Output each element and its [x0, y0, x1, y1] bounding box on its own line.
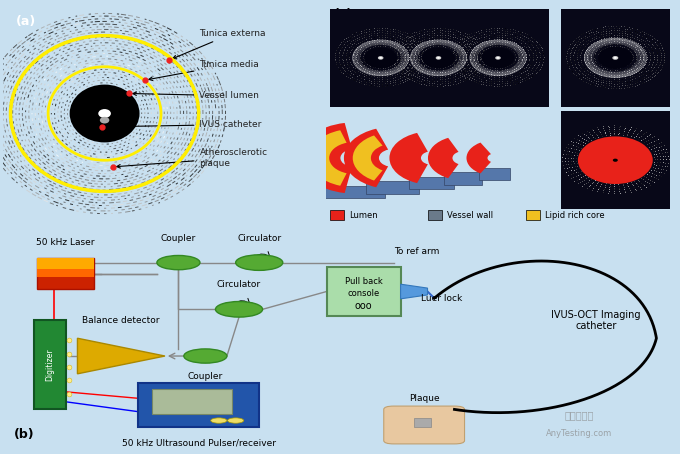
Bar — [526, 210, 540, 220]
Text: Circulator: Circulator — [217, 280, 261, 289]
Bar — [447, 9, 549, 107]
Bar — [330, 9, 431, 107]
Bar — [34, 321, 66, 410]
Circle shape — [578, 136, 653, 184]
Text: To ref arm: To ref arm — [394, 247, 439, 256]
Text: Vessel lumen: Vessel lumen — [133, 91, 259, 100]
Bar — [561, 9, 670, 107]
Text: Tunica externa: Tunica externa — [173, 29, 266, 59]
Bar — [428, 210, 442, 220]
Circle shape — [436, 56, 441, 59]
Bar — [138, 383, 259, 427]
Circle shape — [437, 57, 440, 59]
Text: 嘉峪检测网: 嘉峪检测网 — [564, 410, 594, 420]
Bar — [561, 111, 670, 209]
Bar — [37, 258, 95, 269]
Circle shape — [422, 48, 455, 68]
Circle shape — [496, 57, 499, 59]
Text: Pull back: Pull back — [345, 277, 382, 286]
Circle shape — [364, 48, 397, 68]
Text: Plaque: Plaque — [409, 394, 439, 403]
Polygon shape — [401, 284, 428, 299]
Text: Balance detector: Balance detector — [82, 316, 160, 325]
Text: Digitizer: Digitizer — [46, 349, 54, 381]
Circle shape — [236, 255, 283, 271]
Text: 50 kHz Laser: 50 kHz Laser — [37, 238, 95, 247]
Circle shape — [157, 256, 200, 270]
Circle shape — [378, 56, 384, 59]
Circle shape — [228, 418, 243, 423]
Text: Vessel wall: Vessel wall — [447, 211, 494, 220]
Bar — [479, 168, 509, 180]
Wedge shape — [466, 143, 491, 173]
Circle shape — [379, 57, 382, 59]
Circle shape — [99, 109, 111, 118]
Circle shape — [211, 418, 227, 423]
Text: (a): (a) — [16, 15, 36, 28]
Wedge shape — [344, 129, 388, 187]
Text: (b): (b) — [14, 428, 34, 441]
Circle shape — [614, 57, 617, 59]
FancyBboxPatch shape — [384, 406, 464, 444]
Text: AnyTesting.com: AnyTesting.com — [546, 429, 612, 438]
Bar — [37, 258, 95, 289]
Bar — [152, 390, 233, 414]
Circle shape — [495, 56, 500, 59]
Circle shape — [612, 56, 618, 60]
Bar — [324, 186, 385, 198]
Circle shape — [216, 301, 262, 317]
Bar — [409, 177, 454, 189]
Wedge shape — [353, 135, 383, 181]
Circle shape — [100, 117, 109, 123]
Ellipse shape — [69, 84, 139, 143]
Text: console: console — [347, 290, 379, 298]
Bar — [444, 173, 482, 185]
Bar — [388, 9, 489, 107]
Text: 50 kHz Ultrasound Pulser/receiver: 50 kHz Ultrasound Pulser/receiver — [122, 439, 275, 447]
Wedge shape — [309, 130, 347, 186]
Circle shape — [613, 158, 618, 162]
Text: Lipid rich core: Lipid rich core — [545, 211, 605, 220]
Text: Atherosclerotic
plaque: Atherosclerotic plaque — [117, 148, 267, 168]
Wedge shape — [428, 138, 458, 178]
Text: Coupler: Coupler — [188, 371, 223, 380]
Text: Luer lock: Luer lock — [421, 294, 462, 303]
Wedge shape — [390, 133, 428, 183]
Text: ooo: ooo — [355, 301, 373, 311]
Circle shape — [598, 47, 633, 69]
Bar — [330, 210, 344, 220]
Polygon shape — [78, 338, 165, 374]
Circle shape — [184, 349, 227, 363]
Text: Coupler: Coupler — [160, 233, 196, 242]
Text: (c): (c) — [333, 8, 352, 21]
Text: IVUS catheter: IVUS catheter — [106, 120, 262, 129]
Text: Tunica media: Tunica media — [149, 60, 259, 80]
Wedge shape — [299, 123, 352, 193]
Text: Circulator: Circulator — [237, 233, 282, 242]
Circle shape — [481, 48, 514, 68]
Bar — [326, 267, 401, 316]
Bar — [367, 181, 420, 193]
Bar — [414, 418, 431, 427]
Bar — [37, 258, 95, 277]
Text: Lumen: Lumen — [349, 211, 378, 220]
Text: IVUS-OCT Imaging
catheter: IVUS-OCT Imaging catheter — [551, 310, 641, 331]
